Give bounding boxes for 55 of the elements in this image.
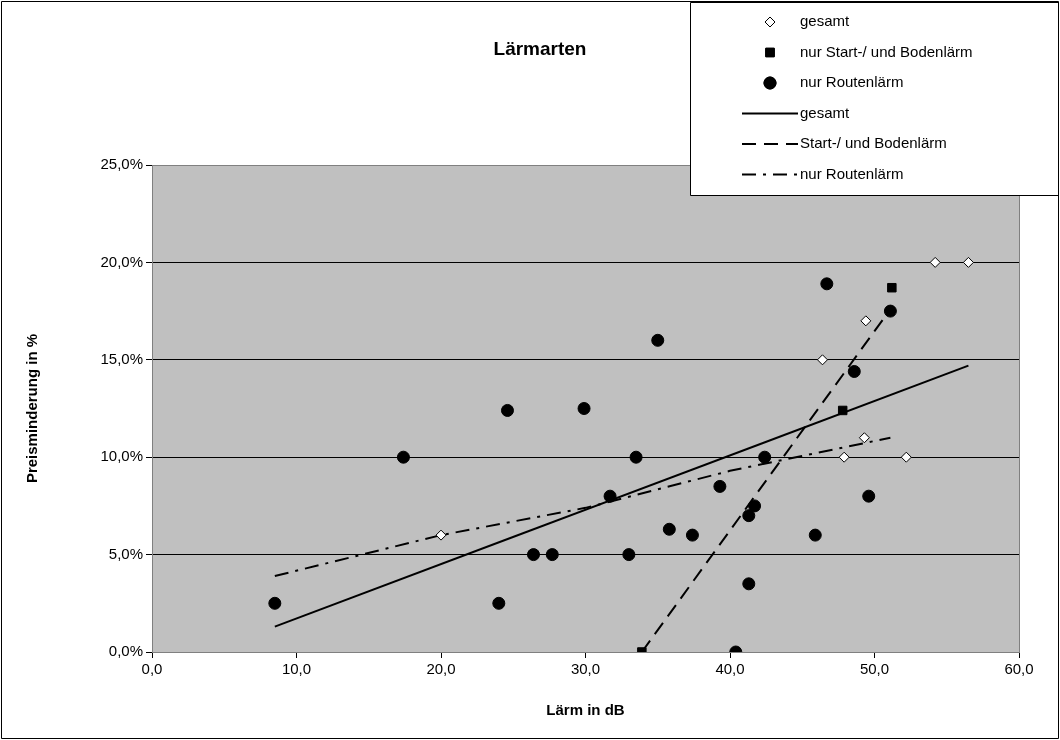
legend-label: nur Routenlärm (800, 164, 904, 182)
y-tick-label: 0,0% (108, 642, 143, 660)
y-tick-label: 5,0% (108, 544, 143, 562)
x-tick-label: 20,0 (426, 660, 456, 678)
point (758, 450, 772, 464)
legend-label: gesamt (800, 12, 851, 30)
y-tick-label: 15,0% (100, 349, 143, 367)
point (820, 277, 834, 291)
x-tick-label: 40,0 (715, 660, 745, 678)
point (662, 522, 676, 536)
legend-label: nur Routenlärm (800, 73, 904, 91)
legend-label: nur Start-/ und Bodenlärm (800, 42, 973, 60)
x-tick-label: 0,0 (141, 660, 163, 678)
point (929, 256, 941, 268)
point (685, 528, 699, 542)
chart-title: Lärmarten (493, 38, 587, 60)
x-axis-title: Lärm in dB (546, 701, 625, 719)
point (603, 489, 617, 503)
point (847, 364, 861, 378)
point (962, 256, 974, 268)
point (500, 403, 514, 417)
legend-label: Start-/ und Bodenlärm (800, 134, 947, 152)
y-tick-label: 20,0% (100, 252, 143, 270)
legend-label: gesamt (800, 103, 851, 121)
point (748, 499, 762, 513)
point (577, 402, 591, 415)
x-tick-label: 60,0 (1004, 660, 1034, 678)
point (808, 528, 822, 542)
point (862, 489, 876, 503)
y-tick-label: 10,0% (100, 447, 143, 465)
point (900, 451, 912, 463)
point (816, 354, 828, 366)
y-tick-label: 25,0% (100, 155, 143, 173)
point (396, 450, 410, 464)
point (622, 548, 636, 562)
x-tick-label: 10,0 (281, 660, 312, 678)
point (492, 596, 506, 610)
point (858, 432, 870, 444)
point (883, 304, 897, 318)
point (887, 282, 897, 293)
point (713, 479, 727, 493)
point (435, 529, 447, 541)
point (838, 451, 850, 463)
x-tick-label: 50,0 (859, 660, 890, 678)
point (860, 315, 872, 327)
y-axis-title: Preisminderung in % (23, 333, 41, 484)
x-tick-label: 30,0 (570, 660, 601, 678)
point (742, 577, 756, 591)
point (742, 509, 756, 523)
point (268, 596, 282, 610)
point (545, 548, 559, 562)
point (629, 450, 643, 464)
point (837, 405, 848, 416)
point (651, 333, 665, 347)
point (526, 548, 540, 562)
